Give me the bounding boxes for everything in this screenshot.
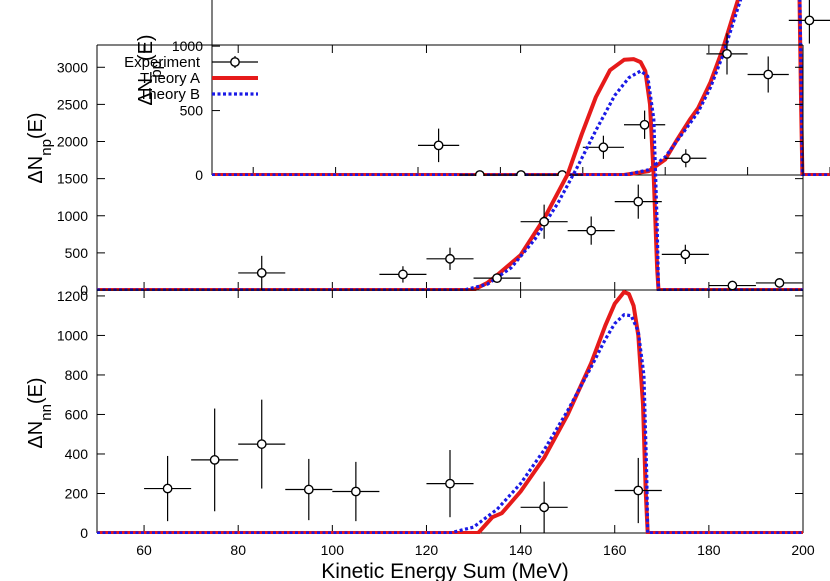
- legend-label: Experiment: [124, 54, 201, 71]
- nn-x-tick-label: 80: [230, 542, 246, 558]
- panel-nn: 0 200 400 600 800 1000 1200 60 80 100 120 140 160 180…: [25, 288, 815, 558]
- nn-x-tick-label: 200: [791, 542, 815, 558]
- pp-y-tick-label: 500: [180, 103, 204, 119]
- np-y-tick-label: 0: [80, 282, 88, 298]
- point-marker: [445, 478, 455, 489]
- nn-x-tick-label: 100: [321, 542, 345, 558]
- inset-background: [212, 0, 830, 175]
- point-marker: [256, 439, 267, 449]
- nn-data-point: [191, 408, 239, 512]
- nn-x-tick-label: 140: [509, 542, 533, 558]
- nn-theory-b-curve: [97, 313, 803, 534]
- np-y-tick-label: 1000: [57, 208, 88, 224]
- panel-pp: 0 500 1000 ΔNpp(E): [135, 0, 830, 183]
- np-plot-area: [97, 57, 803, 291]
- np-y-tick-label: 3000: [57, 59, 88, 75]
- np-y-axis-label: ΔNnp(E): [25, 112, 55, 183]
- nn-x-tick-label: 160: [603, 542, 627, 558]
- legend-label: Theory B: [139, 86, 200, 103]
- pp-data-point: [582, 135, 624, 159]
- np-data-point: [238, 255, 286, 290]
- nn-y-tick-label: 600: [65, 406, 89, 422]
- np-data-point: [755, 278, 803, 288]
- np-y-tick-label: 2000: [57, 134, 88, 150]
- point-marker: [162, 483, 173, 494]
- point-marker: [633, 196, 644, 207]
- np-data-point: [614, 184, 662, 219]
- np-y-tick-label: 2500: [57, 96, 88, 112]
- np-data-point: [426, 247, 474, 270]
- point-marker: [598, 142, 609, 153]
- point-marker: [639, 119, 650, 130]
- point-marker: [586, 225, 597, 236]
- point-marker: [539, 502, 550, 513]
- nn-data-point: [614, 457, 662, 524]
- np-data-point: [661, 244, 709, 265]
- pp-data-point: [624, 110, 666, 139]
- point-marker: [727, 280, 738, 291]
- point-marker: [633, 485, 644, 496]
- nn-theory-a-curve: [97, 290, 803, 534]
- point-marker: [398, 269, 408, 280]
- point-marker: [433, 140, 444, 151]
- nn-x-tick-label: 180: [697, 542, 721, 558]
- pp-data-point: [747, 56, 789, 93]
- nn-data-point: [426, 450, 474, 518]
- point-marker: [256, 268, 267, 278]
- point-marker: [445, 253, 455, 264]
- point-marker: [474, 170, 485, 176]
- pp-data-point: [459, 170, 501, 176]
- point-marker: [492, 273, 502, 284]
- nn-data-point: [520, 481, 568, 533]
- nn-y-tick-label: 0: [80, 525, 88, 541]
- point-marker: [539, 216, 550, 227]
- np-data-point: [567, 216, 615, 245]
- pp-y-tick-label: 0: [195, 167, 203, 183]
- np-data-point: [379, 266, 427, 283]
- nn-y-tick-label: 1000: [57, 327, 88, 343]
- nn-x-tick-label: 60: [136, 542, 152, 558]
- nn-y-tick-label: 200: [65, 485, 89, 501]
- nn-data-point: [238, 399, 286, 489]
- pp-data-point: [788, 0, 830, 44]
- point-marker: [722, 48, 732, 59]
- nn-y-tick-label: 400: [65, 446, 89, 462]
- point-marker: [680, 249, 691, 260]
- point-marker: [804, 15, 815, 26]
- point-marker: [516, 170, 526, 176]
- np-y-tick-label: 1500: [57, 171, 88, 187]
- pp-y-tick-label: 1000: [172, 38, 203, 54]
- np-data-point: [473, 273, 521, 284]
- nn-data-point: [332, 461, 380, 522]
- nn-y-axis-label: ΔNnn(E): [25, 377, 55, 448]
- nn-plot-area: [97, 290, 803, 534]
- point-marker: [774, 278, 785, 288]
- x-axis-label: Kinetic Energy Sum (MeV): [321, 560, 568, 581]
- nn-y-tick-label: 1200: [57, 288, 88, 304]
- legend-label: Theory A: [140, 70, 200, 87]
- point-marker: [209, 455, 220, 465]
- nn-x-tick-label: 120: [415, 542, 439, 558]
- pp-data-point: [418, 128, 460, 163]
- point-marker: [680, 153, 691, 164]
- panel-np: 0 500 1000 1500 2000 2500 3000 ΔNnp(E): [25, 44, 804, 298]
- np-theory-b-curve: [97, 69, 803, 291]
- nn-y-tick-label: 800: [65, 367, 89, 383]
- point-marker: [350, 486, 361, 497]
- legend-experiment-marker: [230, 57, 240, 67]
- pp-data-point: [500, 170, 542, 176]
- np-y-tick-label: 500: [65, 245, 89, 261]
- np-data-point: [520, 204, 568, 239]
- pp-data-point: [706, 33, 748, 75]
- pp-data-point: [665, 149, 707, 168]
- nn-data-point: [144, 455, 192, 522]
- pp-y-axis-label: ΔNpp(E): [135, 34, 165, 105]
- nn-data-point: [285, 458, 333, 521]
- pp-plot-area: [212, 0, 830, 176]
- point-marker: [763, 69, 774, 80]
- point-marker: [303, 484, 314, 495]
